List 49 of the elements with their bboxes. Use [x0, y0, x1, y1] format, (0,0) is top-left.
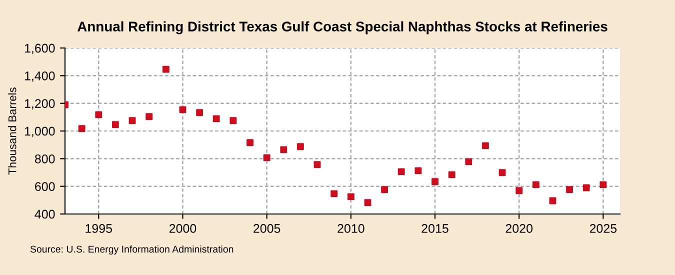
x-tick-label: 2025: [590, 224, 617, 233]
point: [296, 143, 304, 150]
y-tick-label: 800: [34, 154, 55, 164]
point: [314, 161, 321, 168]
x-tick-label: 2015: [422, 224, 448, 233]
point: [78, 125, 86, 132]
point: [95, 111, 102, 118]
point: [212, 115, 220, 122]
point: [381, 186, 388, 194]
x-tick-label: 2020: [506, 224, 533, 233]
point: [246, 139, 254, 146]
point: [516, 187, 523, 194]
point: [364, 199, 372, 206]
x-tick-label: 2010: [338, 224, 364, 233]
x-tick-label: 1995: [86, 224, 112, 233]
y-tick-label: 1,200: [24, 99, 55, 110]
y-axis-title: Thousand Barrels: [8, 88, 16, 175]
point: [230, 117, 237, 124]
point: [414, 167, 422, 174]
point: [532, 181, 540, 188]
point: [196, 109, 204, 116]
y-tick-label: 1,400: [24, 71, 55, 82]
x-tick-label: 2005: [254, 224, 280, 233]
point: [498, 169, 506, 176]
point: [398, 168, 405, 176]
point: [465, 158, 472, 166]
point: [448, 171, 456, 178]
x-tick-label: 2000: [169, 224, 196, 233]
point: [600, 181, 607, 188]
y-tick-label: 400: [34, 210, 55, 219]
y-tick-label: 600: [35, 182, 55, 191]
point: [112, 121, 119, 128]
point: [280, 146, 288, 154]
point: [347, 193, 354, 200]
point: [582, 184, 590, 192]
point: [128, 117, 136, 124]
point: [482, 142, 489, 150]
point: [162, 66, 170, 73]
source-note: Source: U.S. Energy Information Administration: [30, 245, 234, 255]
point: [263, 154, 270, 162]
point: [330, 190, 338, 198]
point: [432, 178, 438, 186]
y-tick-label: 1,000: [24, 126, 55, 138]
y-tick-label: 1,600: [24, 44, 55, 54]
point: [146, 113, 153, 120]
point: [566, 186, 574, 194]
point: [549, 197, 556, 204]
chart-title: Annual Refining District Texas Gulf Coast Special Naphthas Stocks at Refineries: [77, 21, 608, 34]
point: [179, 106, 186, 114]
